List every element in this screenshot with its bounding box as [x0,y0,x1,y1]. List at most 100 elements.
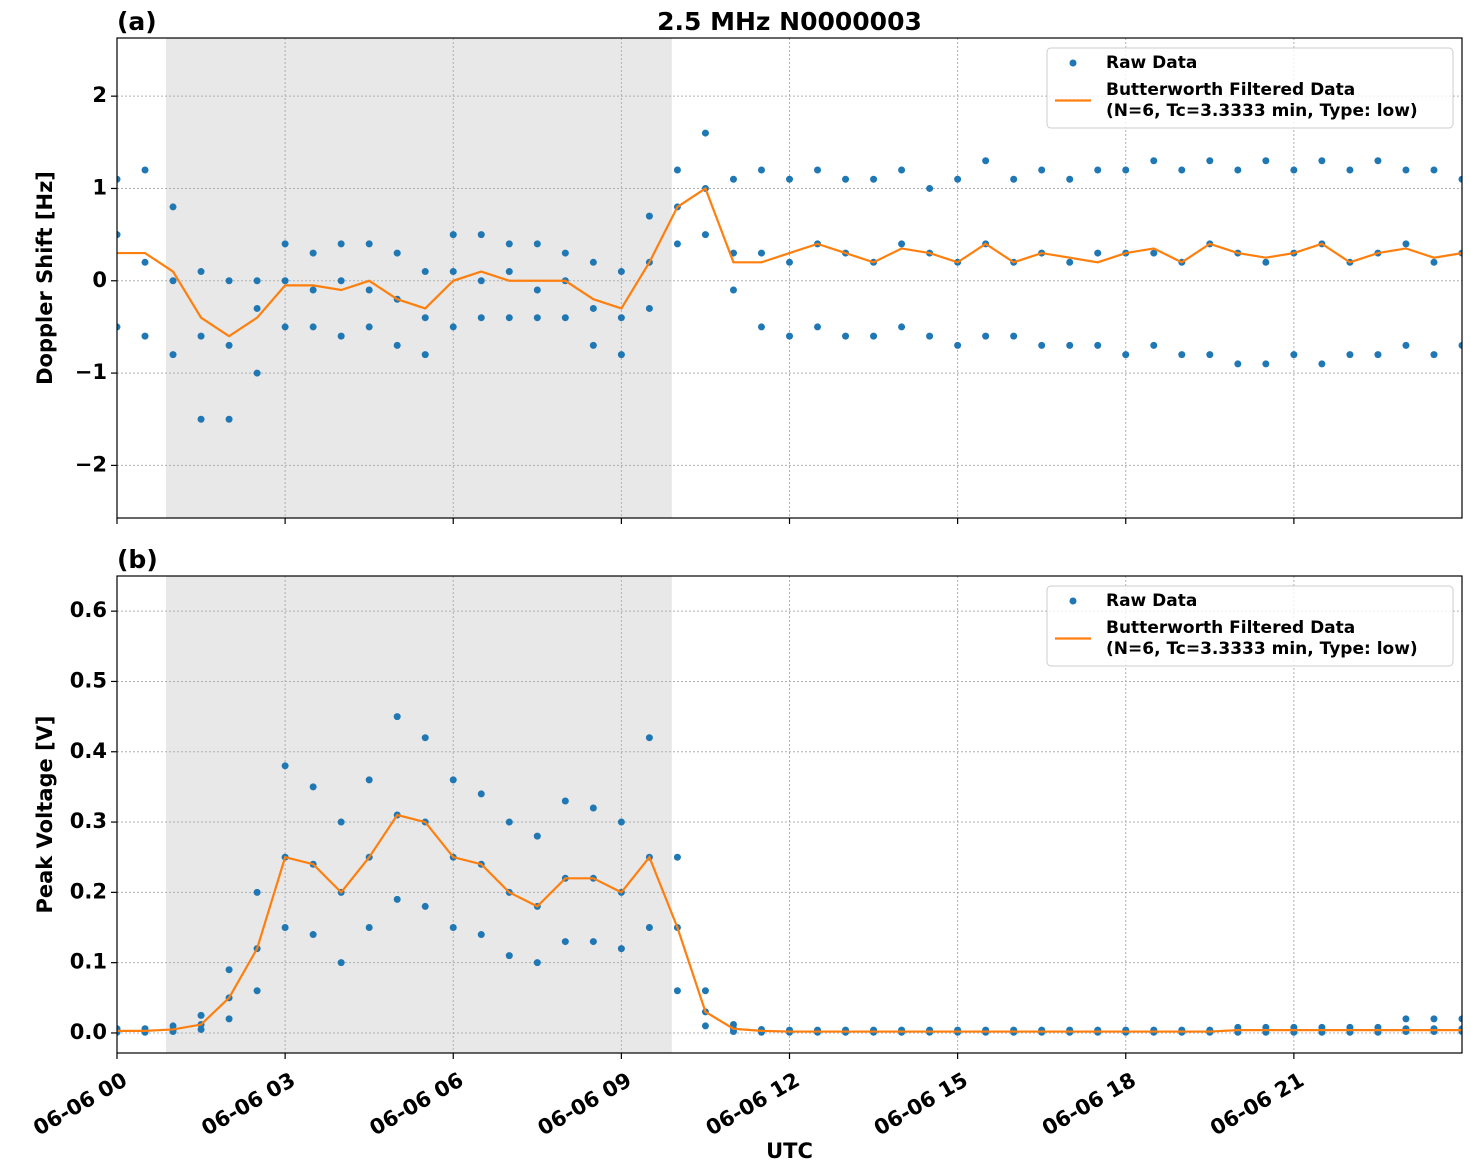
raw-point [449,323,457,331]
raw-point [533,832,541,840]
raw-point [337,240,345,248]
raw-point [814,166,822,174]
raw-point [1038,341,1046,349]
raw-point [309,286,317,294]
raw-point [117,323,121,331]
raw-point [1402,240,1410,248]
raw-point [337,959,345,967]
raw-point [561,249,569,257]
raw-point [1318,360,1326,368]
raw-point [197,332,205,340]
x-axis-label: UTC [766,1139,813,1163]
raw-point [337,818,345,826]
axes-frame [116,37,1463,519]
raw-point [421,268,429,276]
raw-point [589,341,597,349]
axes-frame [116,575,1463,1054]
raw-point [393,895,401,903]
raw-point [729,175,737,183]
raw-point [505,952,513,960]
y-tick-label: 0.0 [70,1020,107,1044]
raw-point [477,277,485,285]
raw-point [253,888,261,896]
raw-point [617,351,625,359]
y-tick-label: 0.6 [70,598,107,622]
raw-point [926,184,934,192]
raw-point [1122,351,1130,359]
raw-point [449,924,457,932]
raw-point [393,341,401,349]
raw-point [589,304,597,312]
legend-box [1046,585,1454,667]
raw-point [141,258,149,266]
raw-point [673,853,681,861]
raw-point [421,314,429,322]
plot-area [117,576,1462,1053]
raw-point [645,734,653,742]
y-tick-label: −2 [75,452,107,476]
raw-point [225,966,233,974]
raw-point [1066,175,1074,183]
raw-point [449,268,457,276]
raw-point [645,212,653,220]
legend-label: Raw Data [1106,53,1197,73]
raw-point [561,938,569,946]
raw-point [701,1022,709,1030]
raw-point [281,277,289,285]
shaded-span [166,576,672,1053]
y-tick-label: 2 [92,83,107,107]
raw-point [281,323,289,331]
raw-point [701,129,709,137]
raw-point [1458,175,1462,183]
raw-point [365,286,373,294]
raw-point [197,1011,205,1019]
raw-point [477,931,485,939]
raw-point [365,776,373,784]
raw-point [617,945,625,953]
raw-point [1094,341,1102,349]
raw-point [1318,157,1326,165]
raw-point [645,304,653,312]
raw-point [141,166,149,174]
raw-point [1458,1015,1462,1023]
raw-point [477,231,485,239]
y-tick-label: 0.2 [70,879,107,903]
raw-point [673,987,681,995]
raw-point [561,797,569,805]
raw-point [281,762,289,770]
raw-point [1346,351,1354,359]
raw-point [309,323,317,331]
raw-point [617,818,625,826]
raw-point [365,240,373,248]
raw-point [1150,341,1158,349]
raw-point [589,258,597,266]
chart-title: 2.5 MHz N0000003 [657,7,922,36]
raw-point [197,1025,205,1033]
raw-point [1430,351,1438,359]
raw-point [1262,360,1270,368]
raw-point [169,277,177,285]
raw-point [337,277,345,285]
raw-point [1402,166,1410,174]
raw-point [701,987,709,995]
raw-point [1150,249,1158,257]
raw-point [898,323,906,331]
raw-point [701,231,709,239]
raw-point [253,987,261,995]
raw-point [1010,332,1018,340]
panel-label: (b) [117,545,158,574]
raw-point [477,314,485,322]
legend-box [1046,47,1454,129]
raw-point [1206,351,1214,359]
raw-point [1290,166,1298,174]
raw-point [225,341,233,349]
raw-point [449,776,457,784]
raw-point [1458,341,1462,349]
raw-point [561,314,569,322]
raw-point [1346,166,1354,174]
raw-point [589,804,597,812]
raw-point [1402,1015,1410,1023]
raw-point [1150,157,1158,165]
raw-point [898,240,906,248]
